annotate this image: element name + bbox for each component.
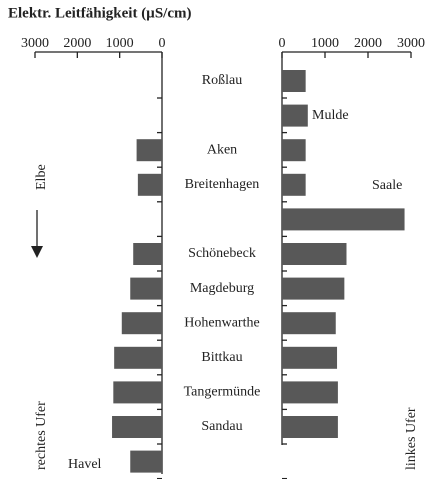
bar (282, 381, 338, 404)
bar (133, 243, 162, 265)
bar (282, 173, 306, 196)
series-label: linkes Ufer (404, 407, 419, 470)
category-label: Aken (207, 142, 237, 157)
bar (130, 277, 162, 300)
bar (113, 381, 162, 404)
bar (112, 416, 162, 438)
category-label: Tangermünde (184, 385, 261, 400)
x-tick-label: 3000 (21, 36, 49, 51)
category-label: Schönebeck (188, 246, 256, 261)
bar (114, 346, 162, 369)
x-tick-label: 1000 (311, 36, 339, 51)
category-label: Bittkau (201, 350, 242, 365)
category-label: Sandau (201, 419, 242, 434)
flow-label: Elbe (34, 164, 49, 190)
series-label: rechtes Ufer (34, 401, 49, 470)
category-label: Havel (68, 457, 102, 472)
x-tick-label: 1000 (106, 36, 134, 51)
bar (282, 416, 338, 438)
bar (136, 139, 162, 162)
bar (282, 208, 405, 231)
chart-title: Elektr. Leitfähigkeit (µS/cm) (8, 5, 192, 21)
bar (130, 450, 162, 473)
category-label: Saale (372, 178, 402, 193)
x-tick-label: 0 (279, 36, 286, 51)
bar (121, 312, 162, 335)
x-tick-label: 0 (159, 36, 166, 51)
flow-arrow-head (31, 246, 43, 258)
bar (282, 243, 347, 265)
category-label: Roßlau (202, 73, 242, 88)
bar (137, 173, 162, 196)
bar (282, 277, 345, 300)
category-label: Magdeburg (190, 281, 254, 296)
bar (282, 104, 308, 127)
x-tick-label: 2000 (63, 36, 91, 51)
x-tick-label: 3000 (397, 36, 425, 51)
x-tick-label: 2000 (354, 36, 382, 51)
category-label: Mulde (312, 108, 349, 123)
bar (282, 312, 336, 335)
bar (282, 346, 338, 369)
bar (282, 70, 306, 92)
bar (282, 139, 306, 162)
category-label: Hohenwarthe (184, 315, 259, 330)
category-label: Breitenhagen (185, 177, 260, 192)
